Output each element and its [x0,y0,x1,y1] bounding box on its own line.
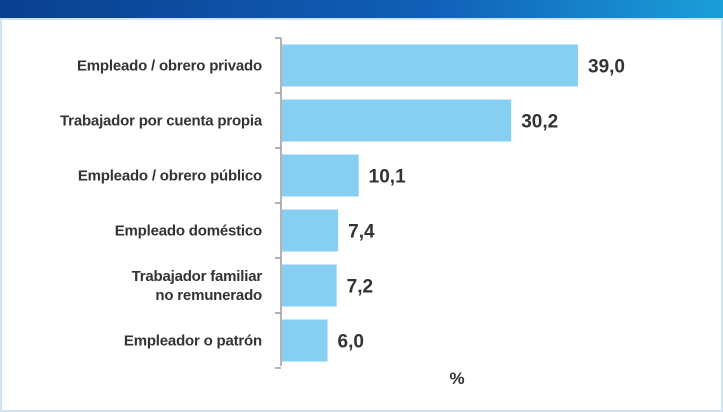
bar [282,44,578,87]
value-label: 7,2 [347,277,373,298]
value-label: 6,0 [338,332,364,353]
bar [282,154,359,197]
bar [282,209,339,252]
category-label: Empleado / obrero privado [76,57,262,74]
bar [282,99,512,142]
bar [282,319,328,362]
header-band [0,0,723,19]
value-label: 39,0 [588,57,625,78]
category-label: Trabajador por cuenta propia [60,112,262,129]
panel [0,18,723,412]
category-label: Trabajador familiar no remunerado [131,267,263,304]
category-label: Empleado / obrero público [77,167,262,184]
value-label: 7,4 [348,222,375,243]
value-label: 30,2 [521,112,558,133]
axis-label: % [449,369,464,388]
bar [282,264,337,307]
category-label: Empleado doméstico [114,222,262,239]
category-label: Empleador o patrón [123,332,262,349]
value-label: 10,1 [369,167,406,188]
